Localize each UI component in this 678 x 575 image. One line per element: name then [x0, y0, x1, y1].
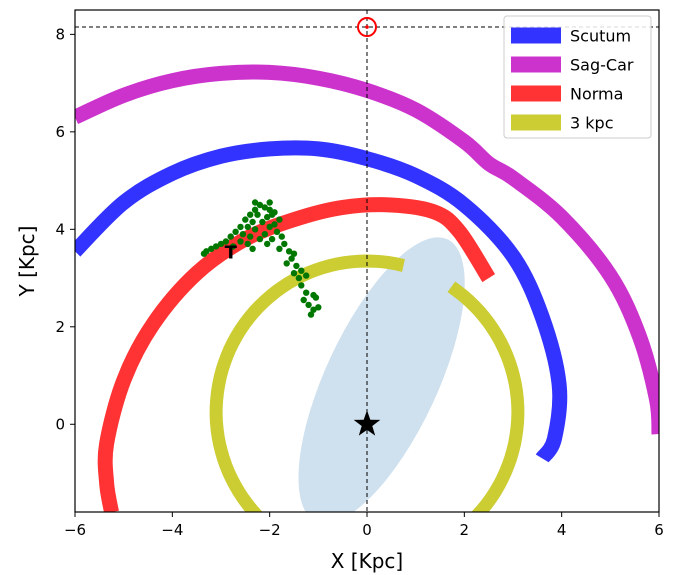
cluster-point	[244, 223, 251, 231]
cluster-point	[247, 211, 254, 218]
legend-label-3-kpc: 3 kpc	[570, 114, 613, 133]
arm-norma	[97, 197, 496, 512]
cluster-point	[239, 231, 247, 238]
cluster-point	[303, 272, 310, 279]
cluster-point	[271, 221, 278, 228]
arm-sag-car	[75, 64, 659, 435]
cluster-point	[283, 260, 290, 267]
cluster-point	[276, 216, 283, 223]
cluster-point	[222, 238, 230, 245]
y-axis-label: Y [Kpc]	[15, 226, 39, 298]
cluster-point	[268, 235, 276, 243]
cluster-point	[273, 228, 281, 235]
cluster-point	[244, 240, 251, 248]
y-tick-label: 0	[55, 415, 65, 433]
cluster-point	[266, 206, 273, 213]
cluster-point	[307, 311, 315, 318]
legend-swatch-norma	[511, 85, 561, 102]
cluster-point	[271, 209, 278, 216]
galactic-bar	[298, 237, 465, 512]
sun-marker	[357, 17, 377, 38]
legend-swatch-sag-car	[511, 56, 561, 73]
legend-label-scutum: Scutum	[570, 27, 631, 46]
cluster-point	[266, 223, 273, 231]
cluster-point	[298, 267, 305, 274]
cluster-point	[305, 301, 312, 309]
cluster-point	[303, 289, 310, 296]
cluster-point	[237, 223, 244, 231]
cluster-point	[264, 213, 271, 221]
cluster-point	[208, 245, 215, 252]
x-tick-label: 4	[557, 521, 567, 539]
x-tick-label: −2	[259, 521, 281, 539]
legend: Scutum Sag-Car Norma 3 kpc	[503, 15, 652, 139]
cluster-point	[281, 240, 288, 248]
y-tick-label: 2	[55, 318, 65, 336]
y-tick-label: 6	[55, 123, 65, 141]
cluster-point	[310, 291, 317, 299]
cluster-point	[295, 274, 303, 282]
x-tick-label: −4	[161, 521, 183, 539]
legend-label-norma: Norma	[570, 85, 623, 104]
cluster-point	[300, 296, 307, 304]
cluster-point	[212, 243, 220, 250]
plot-area: T	[75, 10, 659, 512]
legend-swatch-scutum	[511, 27, 561, 44]
cluster-point	[242, 216, 249, 223]
cluster-point	[298, 282, 305, 289]
arm-scutum	[75, 140, 568, 463]
cluster-point	[290, 270, 298, 277]
legend-label-sag-car: Sag-Car	[570, 56, 634, 75]
cluster-point	[276, 245, 283, 252]
cluster-point	[227, 233, 234, 240]
arm-3-kpc	[209, 254, 525, 512]
cluster-point	[217, 240, 225, 248]
axis-ticks: −6 −4 −2 0 2 4 6 0 2 4 6 8	[55, 25, 663, 539]
cluster-point	[278, 233, 285, 240]
cluster-point	[200, 250, 208, 257]
cluster-point	[251, 206, 259, 213]
cluster-point	[264, 240, 271, 248]
cluster-point	[266, 199, 273, 206]
legend-swatch-3-kpc	[511, 114, 561, 131]
x-tick-label: 0	[362, 521, 372, 539]
cluster-point	[251, 199, 259, 206]
y-tick-label: 8	[55, 25, 65, 43]
cluster-label: T	[225, 243, 238, 264]
cluster-point	[230, 243, 237, 250]
cluster-point	[290, 250, 298, 257]
x-tick-label: −6	[64, 521, 86, 539]
cluster-point	[293, 262, 300, 270]
cluster-point	[256, 235, 264, 243]
cluster-point	[237, 238, 244, 245]
cluster-point	[249, 245, 256, 252]
cluster-point	[288, 255, 295, 262]
cluster-point	[285, 248, 293, 255]
y-tick-label: 4	[55, 220, 65, 238]
cluster-point	[254, 211, 261, 218]
x-tick-label: 2	[460, 521, 470, 539]
sun-dot	[365, 25, 369, 29]
cluster-points	[200, 199, 322, 318]
x-axis-label: X [Kpc]	[331, 549, 403, 573]
cluster-point	[261, 231, 268, 238]
cluster-point	[256, 201, 264, 209]
cluster-point	[249, 218, 256, 226]
cluster-point	[232, 228, 239, 235]
cluster-point	[310, 306, 317, 313]
cluster-point	[251, 226, 259, 233]
cluster-point	[259, 218, 266, 226]
legend-box	[503, 15, 652, 139]
cluster-point	[261, 204, 268, 211]
cluster-point	[315, 304, 322, 311]
x-tick-label: 6	[654, 521, 664, 539]
galactic-center-star	[353, 410, 381, 436]
cluster-point	[247, 233, 254, 240]
